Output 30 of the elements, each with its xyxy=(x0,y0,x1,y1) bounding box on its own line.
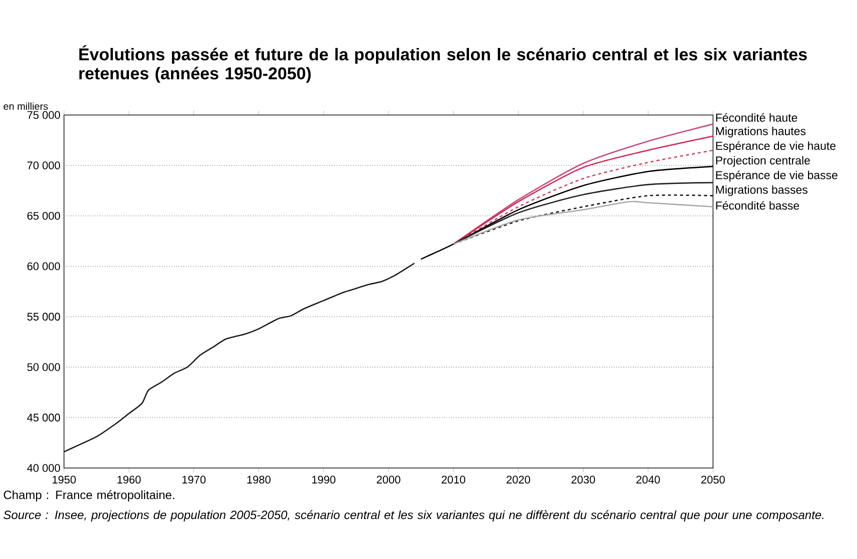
series-label: Projection centrale xyxy=(716,156,810,167)
y-tick-label: 50 000 xyxy=(27,363,60,372)
y-tick-label: 45 000 xyxy=(27,414,60,422)
y-tick-label: 65 000 xyxy=(27,212,60,220)
x-tick-label: 2000 xyxy=(376,476,400,484)
series-label: Fécondité basse xyxy=(716,201,800,210)
series-label: Espérance de vie haute xyxy=(716,141,836,152)
y-tick-label: 60 000 xyxy=(27,262,60,270)
text: Source : Insee, projections de population 2005-2050, scénario central et les six variantes qui ne diffèrent du scénario central que pour une composante. xyxy=(4,510,824,522)
x-tick-label: 2030 xyxy=(572,476,596,484)
x-tick-label: 1970 xyxy=(182,476,206,484)
series-label: Fécondité haute xyxy=(716,113,798,122)
y-tick-label: 75 000 xyxy=(27,111,60,119)
x-tick-label: 1950 xyxy=(52,476,76,484)
series-label: Migrations basses xyxy=(716,185,808,196)
series-label: Migrations hautes xyxy=(716,126,806,138)
text: Champ : France métropolitaine. xyxy=(4,490,174,502)
y-tick-label: 70 000 xyxy=(27,162,60,170)
x-tick-label: 1990 xyxy=(312,476,336,484)
y-tick-label: 40 000 xyxy=(27,464,60,472)
x-tick-label: 2010 xyxy=(442,476,466,484)
y-tick-label: 55 000 xyxy=(27,312,60,321)
series-label: Espérance de vie basse xyxy=(716,170,838,182)
x-tick-label: 1980 xyxy=(247,476,271,484)
x-tick-label: 2020 xyxy=(506,476,530,484)
x-tick-label: 2050 xyxy=(701,476,725,484)
x-tick-label: 2040 xyxy=(636,476,660,484)
y-axis-title: en milliers xyxy=(4,102,48,110)
chart-title: Évolutions passée et future de la population selon le scénario central et les six variantes retenues (années 1950-2050) xyxy=(79,45,807,83)
x-tick-label: 1960 xyxy=(118,476,141,484)
